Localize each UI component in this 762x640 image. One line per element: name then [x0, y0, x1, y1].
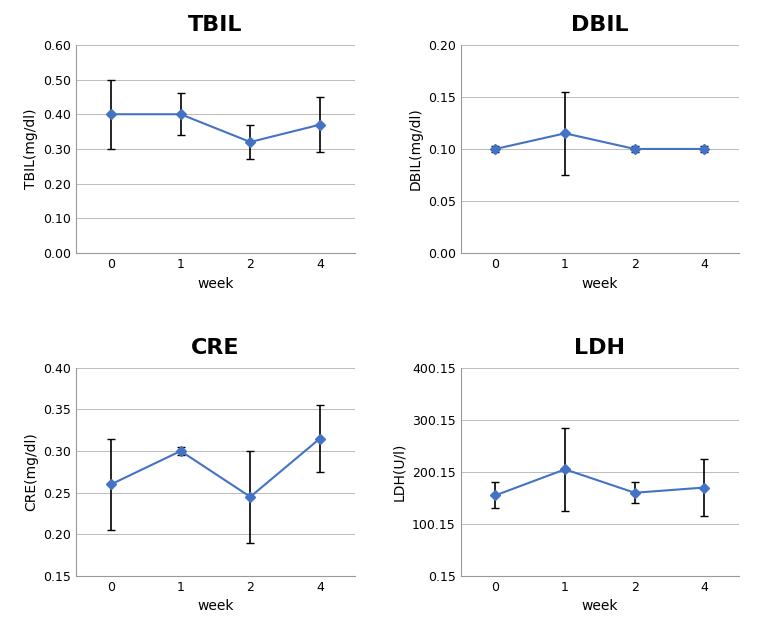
- Title: DBIL: DBIL: [571, 15, 629, 35]
- Title: LDH: LDH: [575, 338, 626, 358]
- X-axis label: week: week: [581, 276, 618, 291]
- X-axis label: week: week: [581, 600, 618, 613]
- Title: CRE: CRE: [191, 338, 240, 358]
- Y-axis label: DBIL(mg/dl): DBIL(mg/dl): [408, 108, 422, 190]
- Title: TBIL: TBIL: [188, 15, 243, 35]
- X-axis label: week: week: [197, 600, 234, 613]
- X-axis label: week: week: [197, 276, 234, 291]
- Y-axis label: CRE(mg/dl): CRE(mg/dl): [24, 433, 38, 511]
- Y-axis label: LDH(U/l): LDH(U/l): [392, 443, 406, 501]
- Y-axis label: TBIL(mg/dl): TBIL(mg/dl): [24, 109, 38, 189]
